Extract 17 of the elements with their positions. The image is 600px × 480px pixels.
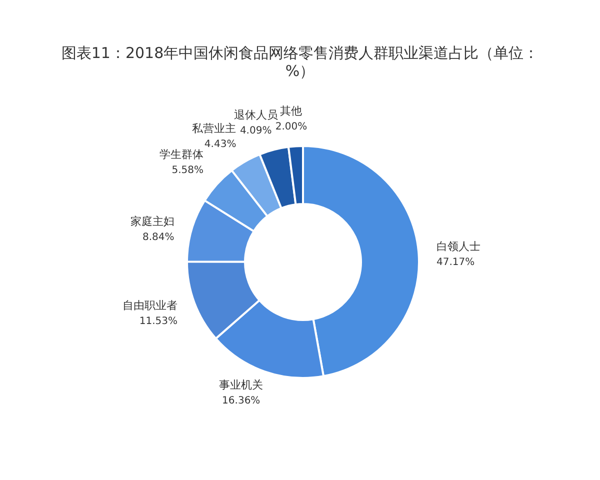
- data-label: 11.53%: [139, 316, 178, 328]
- data-label: 8.84%: [142, 232, 174, 243]
- data-label: 4.09%: [240, 125, 272, 136]
- data-label: 5.58%: [172, 165, 204, 176]
- slice-label: 事业机关: [219, 378, 264, 392]
- slice-label: 家庭主妇: [130, 214, 174, 228]
- slice-label: 其他: [280, 104, 302, 118]
- chart-title: 图表11：2018年中国休闲食品网络零售消费人群职业渠道占比（单位：%）: [60, 44, 540, 80]
- data-label: 2.00%: [275, 121, 308, 132]
- slice-label: 退休人员: [234, 108, 278, 122]
- data-label: 47.17%: [436, 257, 475, 268]
- slice-label: 私营业主: [192, 122, 236, 135]
- slice-label: 学生群体: [160, 148, 204, 162]
- data-label: 16.36%: [222, 396, 260, 406]
- slice-label: 自由职业者: [122, 299, 178, 312]
- slice-label: 白领人士: [436, 240, 480, 254]
- data-label: 4.43%: [204, 138, 236, 150]
